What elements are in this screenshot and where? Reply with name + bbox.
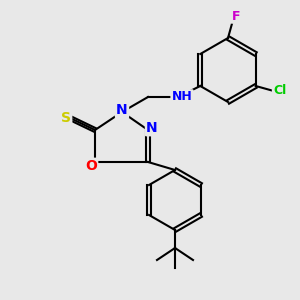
Text: S: S (61, 111, 71, 125)
Text: O: O (85, 159, 97, 173)
Text: Cl: Cl (273, 85, 286, 98)
Text: N: N (116, 103, 128, 117)
Text: F: F (232, 10, 240, 22)
Text: NH: NH (172, 91, 192, 103)
Text: N: N (146, 121, 158, 135)
